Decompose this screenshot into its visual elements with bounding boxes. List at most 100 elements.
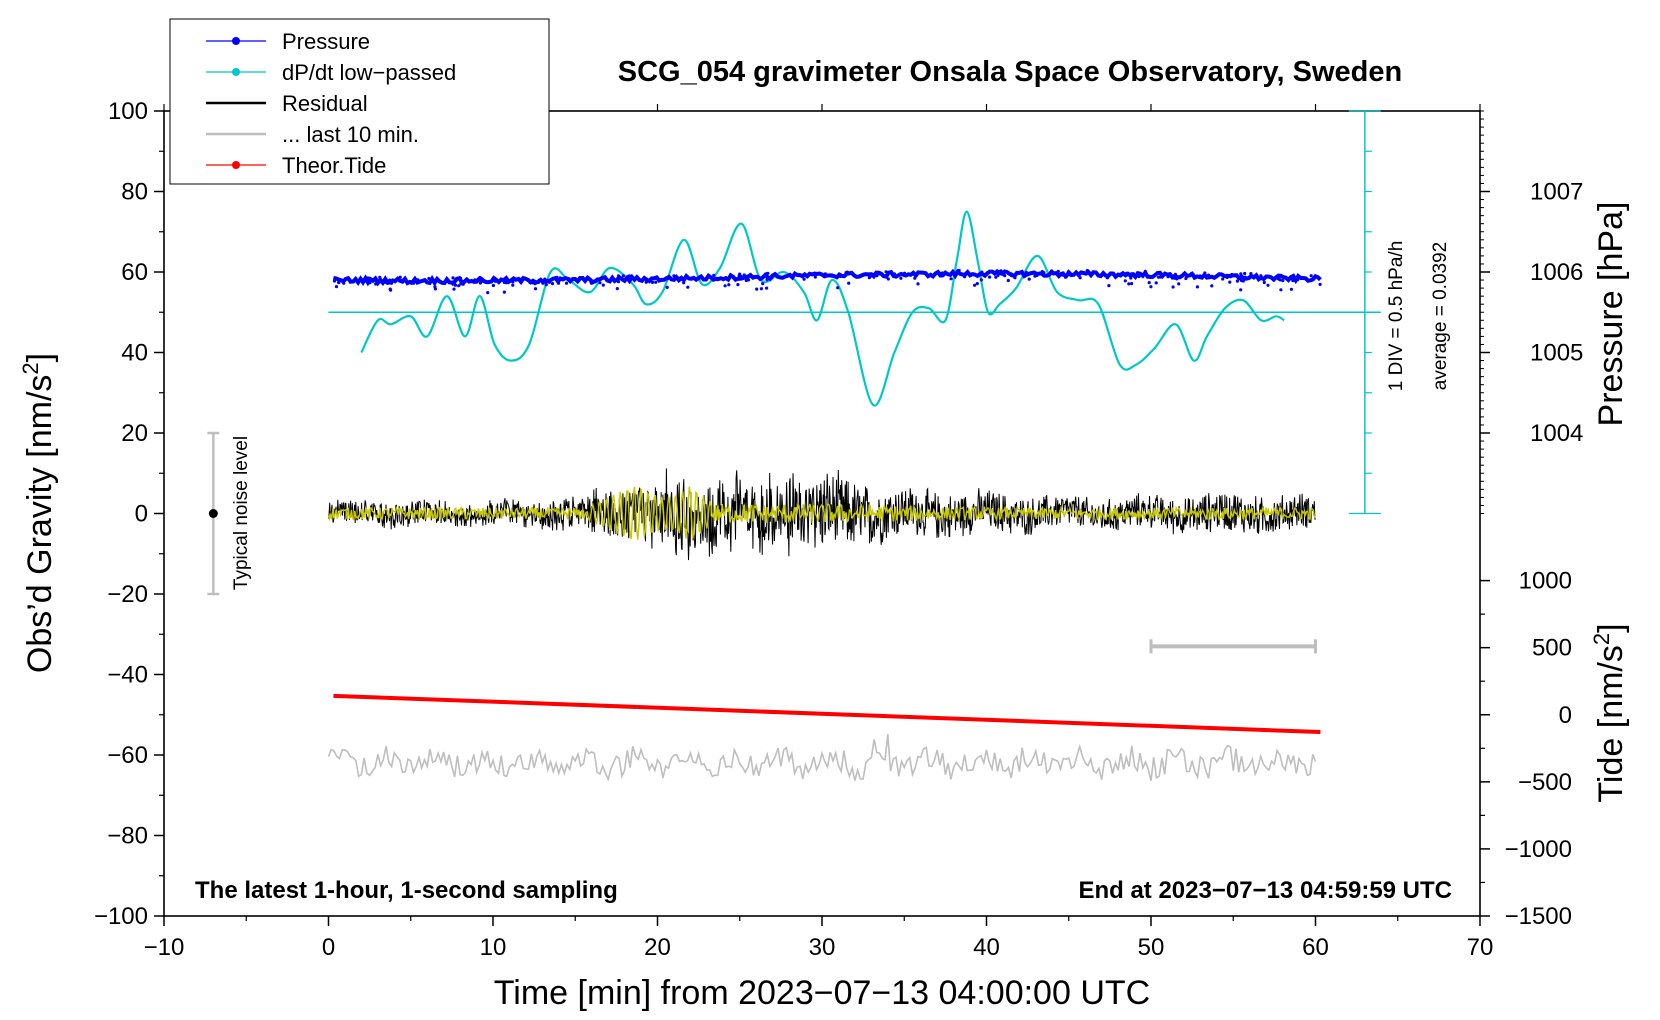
pressure-point: [1225, 275, 1229, 279]
residual-lowpassed-line: [327, 486, 1317, 540]
pressure-point: [864, 272, 868, 276]
series-last-10-min: [327, 734, 1317, 782]
last-10-min-line: [327, 734, 1317, 782]
tide-tick-label: −1000: [1505, 836, 1572, 863]
x-tick-label: 60: [1302, 934, 1329, 961]
pressure-point: [682, 281, 686, 285]
tide-tick-label: 1000: [1519, 568, 1572, 595]
pressure-point: [382, 280, 386, 284]
pressure-point: [1239, 278, 1244, 283]
y-tick-label: 100: [108, 98, 148, 125]
pressure-tick-label: 1004: [1530, 420, 1583, 447]
pressure-point: [755, 287, 759, 291]
noise-bar-center: [208, 509, 218, 518]
pressure-point: [1119, 272, 1123, 276]
pressure-point: [1195, 285, 1199, 289]
pressure-point: [1157, 275, 1161, 279]
pressure-point: [609, 278, 613, 282]
pressure-point: [451, 282, 455, 286]
pressure-point: [847, 281, 851, 285]
tide-tick-label: 500: [1532, 635, 1572, 662]
pressure-point: [1175, 277, 1179, 281]
y-tick-label: −60: [107, 742, 148, 769]
pressure-point: [830, 274, 834, 278]
dpdt-line: [360, 210, 1285, 407]
pressure-point: [1243, 275, 1247, 279]
pressure-point: [334, 285, 339, 289]
pressure-point: [388, 278, 392, 282]
pressure-point: [1289, 287, 1293, 291]
pressure-point: [979, 278, 983, 282]
pressure-point: [486, 291, 490, 295]
pressure-tick-label: 1005: [1530, 340, 1583, 367]
pressure-point: [453, 283, 458, 287]
pressure-point: [1278, 278, 1282, 282]
pressure-point: [555, 275, 559, 279]
pressure-point: [1173, 272, 1177, 276]
pressure-point: [949, 277, 953, 281]
pressure-point: [1228, 280, 1232, 284]
pressure-point: [1279, 274, 1283, 278]
pressure-point: [1281, 279, 1285, 283]
pressure-point: [342, 281, 346, 285]
pressure-point: [645, 278, 649, 282]
pressure-point: [903, 271, 907, 275]
pressure-point: [1056, 269, 1060, 273]
pressure-point: [433, 285, 437, 289]
x-tick-label: 40: [973, 934, 1000, 961]
pressure-point: [1068, 273, 1072, 277]
pressure-point: [744, 278, 748, 283]
pressure-point: [1192, 273, 1196, 277]
series-residual-lowpassed: [327, 486, 1317, 540]
pressure-point: [502, 290, 506, 294]
pressure-point: [1063, 275, 1068, 279]
pressure-band: [333, 268, 1322, 287]
pressure-point: [400, 278, 404, 282]
x-tick-label: 10: [480, 934, 507, 961]
pressure-point: [867, 276, 872, 280]
pressure-point: [457, 284, 461, 288]
pressure-point: [621, 274, 626, 278]
pressure-point: [541, 281, 545, 285]
pressure-tick-label: 1006: [1530, 259, 1583, 286]
pressure-point: [836, 286, 840, 290]
pressure-point: [665, 277, 670, 281]
pressure-point: [366, 276, 370, 280]
y-tick-label: −100: [94, 903, 148, 930]
pressure-point: [1137, 274, 1141, 279]
pressure-point: [1259, 274, 1263, 278]
pressure-point: [564, 281, 569, 285]
x-tick-label: −10: [144, 934, 185, 961]
pressure-point: [1131, 272, 1135, 276]
pressure-point: [526, 278, 530, 282]
pressure-point: [1137, 271, 1142, 275]
pressure-point: [459, 276, 463, 280]
pressure-point: [712, 277, 717, 281]
pressure-point: [838, 274, 842, 278]
tide-axis-ticks: −1500 −1000 −500 0 500 1000: [1480, 568, 1572, 930]
pressure-point: [337, 280, 341, 285]
pressure-point: [1149, 285, 1153, 289]
tide-axis-title: Tide [nm/s2]: [1589, 623, 1630, 802]
pressure-point: [451, 276, 455, 280]
pressure-point: [1262, 280, 1266, 285]
pressure-point: [975, 282, 979, 286]
x-tick-label: 70: [1467, 934, 1494, 961]
pressure-point: [1013, 276, 1017, 280]
y-tick-label: −80: [107, 823, 148, 850]
pressure-point: [435, 278, 440, 282]
pressure-point: [389, 281, 394, 285]
pressure-point: [681, 277, 685, 281]
pressure-point: [761, 282, 765, 286]
pressure-point: [1125, 271, 1129, 275]
pressure-point: [1203, 271, 1207, 275]
pressure-point: [374, 282, 378, 286]
pressure-point: [1091, 271, 1095, 275]
x-tick-label: 20: [644, 934, 671, 961]
pressure-axis-title: Pressure [hPa]: [1592, 202, 1630, 427]
pressure-point: [459, 282, 463, 286]
pressure-point: [616, 274, 621, 278]
pressure-point: [1283, 276, 1287, 280]
pressure-point: [1318, 282, 1322, 286]
legend-label: Residual: [282, 91, 368, 116]
